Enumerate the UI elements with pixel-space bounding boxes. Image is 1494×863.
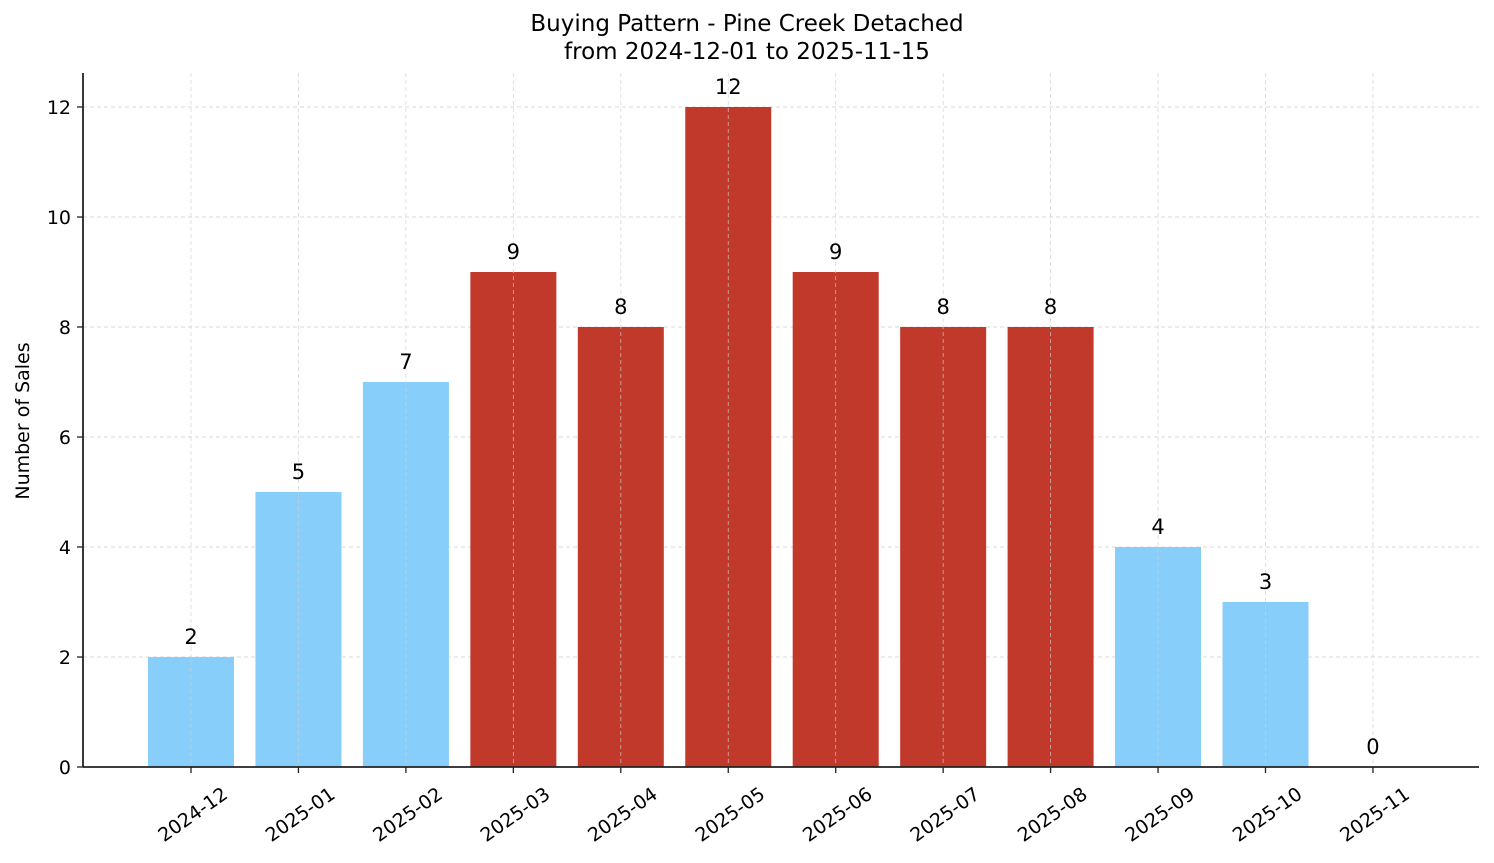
chart-title: Buying Pattern - Pine Creek Detached fro… — [0, 10, 1494, 66]
x-tick-label: 2025-10 — [1229, 783, 1307, 847]
bars — [148, 107, 1309, 767]
data-label: 8 — [1044, 295, 1057, 319]
y-tick-label: 12 — [47, 97, 71, 119]
data-label: 9 — [507, 240, 520, 264]
x-tick-label: 2025-09 — [1121, 783, 1199, 847]
data-label: 7 — [399, 350, 412, 374]
x-tick-label: 2025-11 — [1336, 783, 1414, 847]
x-tick-label: 2025-08 — [1014, 783, 1092, 847]
axes — [77, 73, 1479, 773]
data-label: 5 — [292, 460, 305, 484]
bar-2025-08 — [1007, 327, 1094, 767]
x-tick-label: 2024-12 — [154, 783, 232, 847]
x-tick-label: 2025-03 — [477, 783, 555, 847]
data-label: 8 — [936, 295, 949, 319]
y-tick-label: 2 — [59, 647, 71, 669]
data-label: 9 — [829, 240, 842, 264]
x-tick-label: 2025-01 — [262, 783, 340, 847]
data-labels: 2 5 7 9 8 12 9 8 8 4 3 0 — [184, 75, 1379, 759]
data-label: 3 — [1259, 570, 1272, 594]
y-tick-label: 8 — [59, 317, 71, 339]
y-tick-label: 6 — [59, 427, 71, 449]
data-label: 4 — [1151, 515, 1164, 539]
data-label: 8 — [614, 295, 627, 319]
bar-2025-04 — [577, 327, 664, 767]
x-tick-label: 2025-07 — [906, 783, 984, 847]
vertical-grid-lines — [190, 73, 1374, 767]
y-tick-label: 10 — [47, 207, 71, 229]
data-label: 2 — [184, 625, 197, 649]
x-tick-label: 2025-02 — [369, 783, 447, 847]
data-label: 12 — [715, 75, 742, 99]
y-tick-label: 4 — [59, 537, 71, 559]
x-tick-label: 2025-06 — [799, 783, 877, 847]
x-tick-label: 2025-04 — [584, 783, 662, 847]
chart-subtitle: from 2024-12-01 to 2025-11-15 — [564, 39, 930, 65]
chart-title-line1: Buying Pattern - Pine Creek Detached — [530, 11, 964, 37]
data-label: 0 — [1366, 735, 1379, 759]
bar-2025-07 — [900, 327, 987, 767]
x-tick-label: 2025-05 — [691, 783, 769, 847]
y-tick-label: 0 — [59, 757, 71, 779]
